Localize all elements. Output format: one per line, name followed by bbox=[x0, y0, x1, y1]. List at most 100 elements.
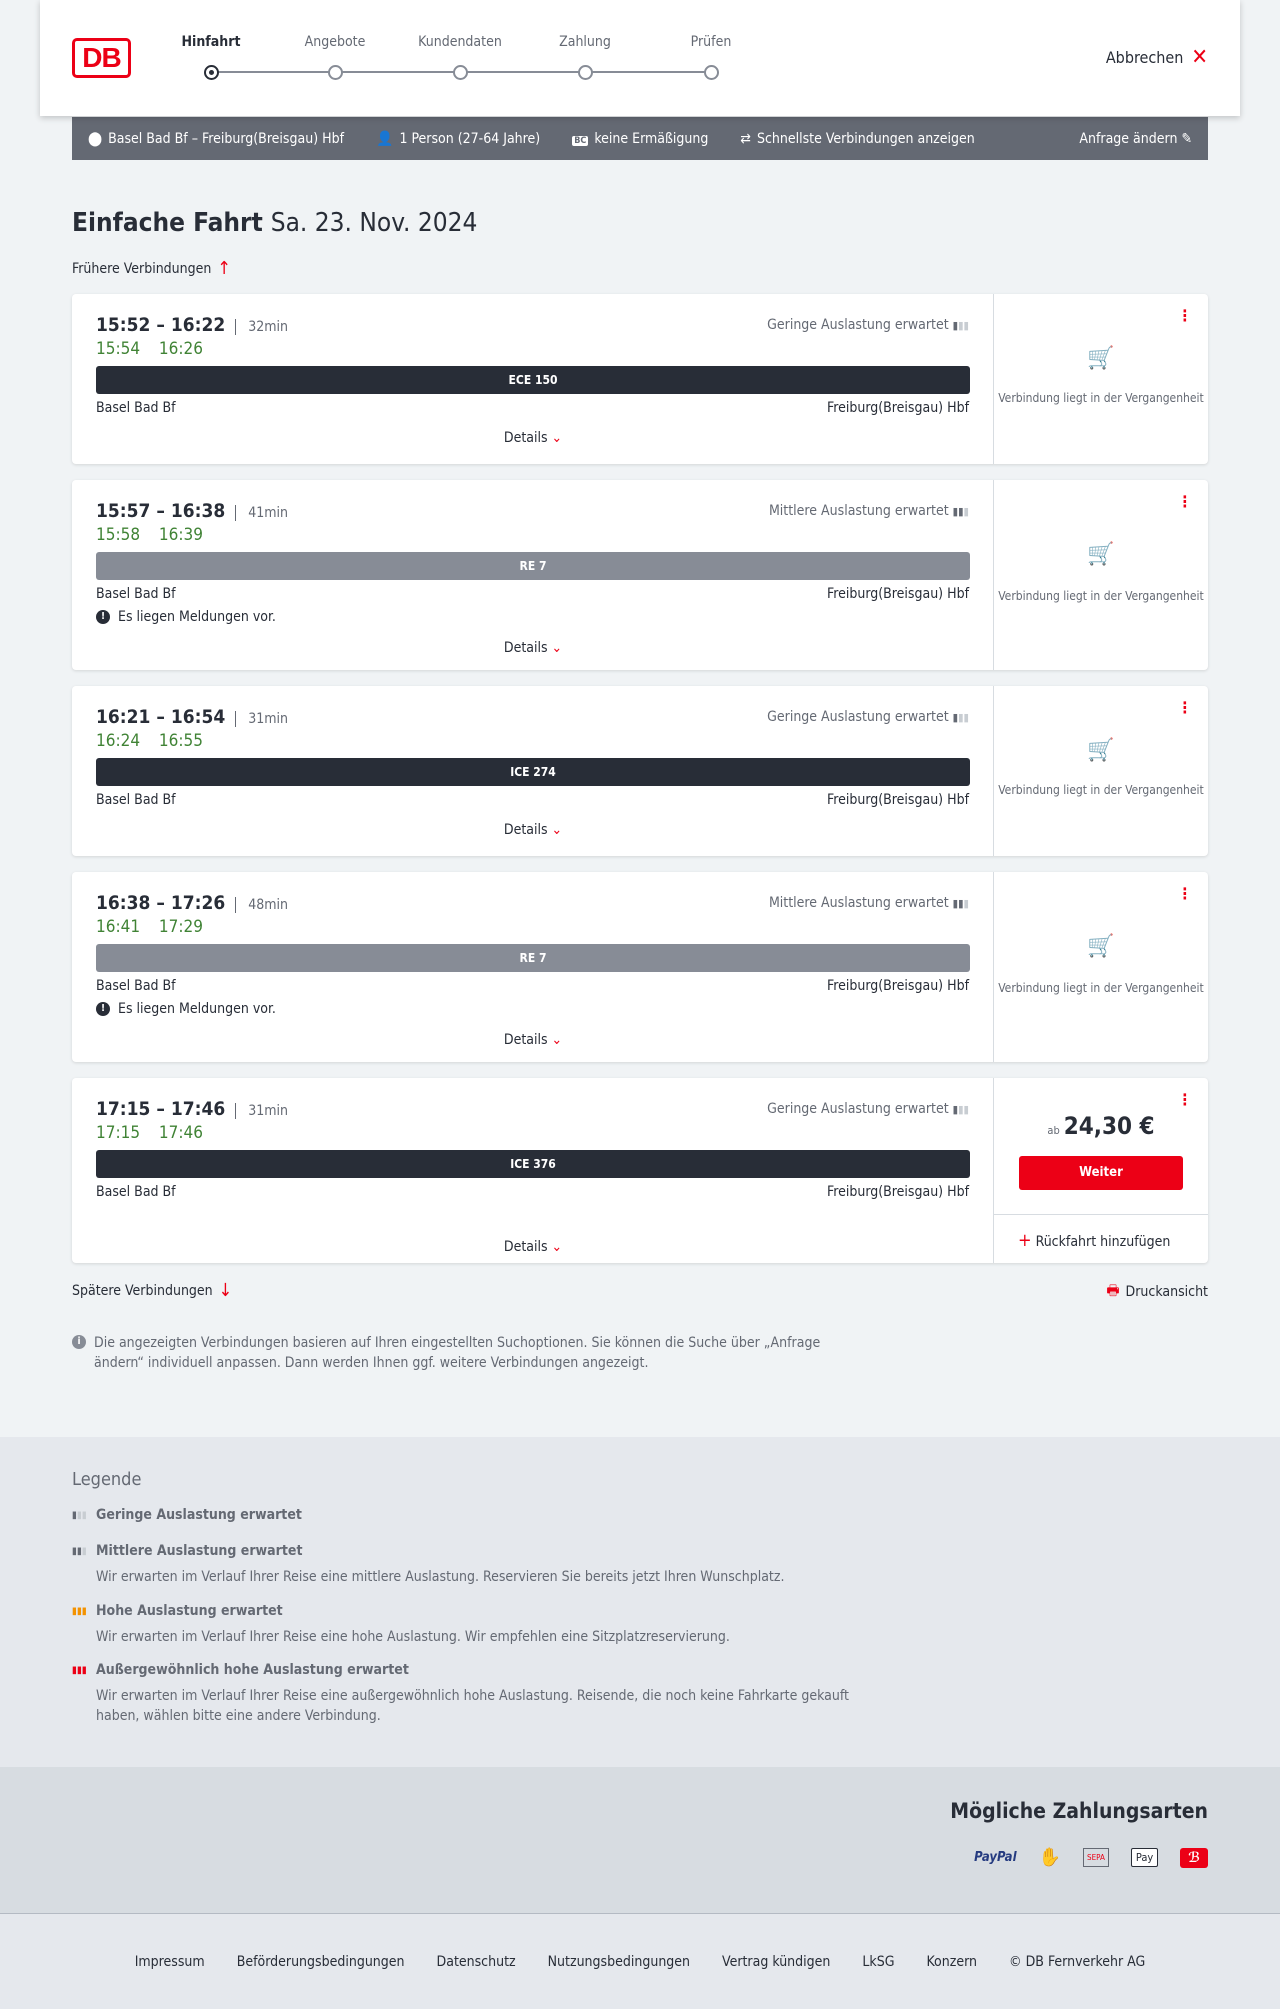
discount: BC keine Ermäßigung bbox=[572, 131, 708, 147]
realtime-times: 16:24 16:55 bbox=[96, 731, 203, 751]
alert-icon: ! bbox=[96, 610, 110, 624]
discount-text: keine Ermäßigung bbox=[594, 130, 709, 147]
print-label: Druckansicht bbox=[1125, 1284, 1208, 1300]
passengers: 👤 1 Person (27-64 Jahre) bbox=[376, 131, 540, 147]
footer-link[interactable]: Impressum bbox=[134, 1953, 205, 1970]
more-options-icon[interactable]: ⋮ bbox=[1177, 492, 1192, 511]
realtime-times: 17:15 17:46 bbox=[96, 1123, 203, 1143]
search-option: ⇄ Schnellste Verbindungen anzeigen bbox=[740, 131, 974, 147]
chevron-down-icon: ⌄ bbox=[551, 1239, 563, 1255]
close-icon: ✕ bbox=[1191, 44, 1208, 70]
occupancy-icon: ▮▮▮ bbox=[952, 711, 969, 724]
passengers-text: 1 Person (27-64 Jahre) bbox=[399, 130, 541, 147]
occupancy: Geringe Auslastung erwartet ▮▮▮ bbox=[767, 317, 969, 333]
footer-link[interactable]: Nutzungsbedingungen bbox=[547, 1953, 691, 1970]
earlier-connections-link[interactable]: Frühere Verbindungen ↑ bbox=[72, 258, 231, 279]
chevron-down-icon: ⌄ bbox=[551, 640, 563, 656]
destination-station: Freiburg(Breisgau) Hbf bbox=[826, 1184, 969, 1200]
train-bar[interactable]: RE 7 bbox=[96, 944, 970, 972]
more-options-icon[interactable]: ⋮ bbox=[1177, 698, 1192, 717]
legend-item-title: Geringe Auslastung erwartet bbox=[96, 1507, 302, 1523]
footer-link[interactable]: Konzern bbox=[926, 1953, 977, 1970]
planned-times: 15:52 – 16:22 32min bbox=[96, 314, 289, 336]
edit-label: Anfrage ändern bbox=[1079, 130, 1178, 147]
cancel-button[interactable]: Abbrechen ✕ bbox=[1106, 44, 1208, 70]
route-text: Basel Bad Bf – Freiburg(Breisgau) Hbf bbox=[108, 130, 345, 147]
legend-item-text: Wir erwarten im Verlauf Ihrer Reise eine… bbox=[96, 1629, 730, 1645]
print-view-link[interactable]: 🖶 Druckansicht bbox=[1106, 1280, 1208, 1304]
more-options-icon[interactable]: ⋮ bbox=[1177, 884, 1192, 903]
past-connection-status: Verbindung liegt in der Vergangenheit bbox=[998, 589, 1204, 603]
occupancy-icon: ▮▮▮ bbox=[952, 319, 969, 332]
connection-card[interactable]: 15:57 – 16:38 41min 15:58 16:39 Mittlere … bbox=[72, 480, 1208, 670]
search-summary-bar: ⬤ Basel Bad Bf – Freiburg(Breisgau) Hbf 👤… bbox=[72, 117, 1208, 160]
legend-title: Legende bbox=[72, 1469, 142, 1490]
occupancy-icon: ▮▮▮ bbox=[952, 1103, 969, 1116]
message-notice: ! Es liegen Meldungen vor. bbox=[96, 609, 276, 625]
realtime-times: 15:58 16:39 bbox=[96, 525, 203, 545]
earlier-label: Frühere Verbindungen bbox=[72, 260, 212, 277]
occupancy-level-1-icon: ▮▮▮ bbox=[72, 1510, 87, 1521]
plus-icon: + bbox=[1018, 1230, 1032, 1251]
edit-request-button[interactable]: Anfrage ändern ✎ bbox=[1079, 131, 1192, 147]
occupancy-icon: ▮▮▮ bbox=[952, 505, 969, 518]
footer-link[interactable]: Vertrag kündigen bbox=[722, 1953, 831, 1970]
occupancy: Geringe Auslastung erwartet ▮▮▮ bbox=[767, 709, 969, 725]
arrow-down-icon: ↓ bbox=[218, 1280, 233, 1301]
add-return-trip-button[interactable]: + Rückfahrt hinzufügen bbox=[994, 1214, 1208, 1263]
origin-station: Basel Bad Bf bbox=[96, 586, 176, 602]
step-dot bbox=[453, 65, 468, 80]
cart-unavailable-icon: 🛒 bbox=[1087, 346, 1115, 371]
legend-item-title: Hohe Auslastung erwartet bbox=[96, 1603, 283, 1619]
legend-item-title: Mittlere Auslastung erwartet bbox=[96, 1543, 303, 1559]
details-toggle[interactable]: Details ⌄ bbox=[503, 1032, 563, 1048]
train-bar[interactable]: ECE 150 bbox=[96, 366, 970, 394]
planned-times: 15:57 – 16:38 41min bbox=[96, 500, 289, 522]
connection-card[interactable]: 16:38 – 17:26 48min 16:41 17:29 Mittlere … bbox=[72, 872, 1208, 1062]
destination-station: Freiburg(Breisgau) Hbf bbox=[826, 400, 969, 416]
payment-title: Mögliche Zahlungsarten bbox=[950, 1799, 1208, 1823]
footer-link[interactable]: Datenschutz bbox=[436, 1953, 516, 1970]
credit-card-icon: ✋ bbox=[1038, 1847, 1062, 1868]
details-toggle[interactable]: Details ⌄ bbox=[503, 430, 563, 446]
details-toggle[interactable]: Details ⌄ bbox=[503, 822, 563, 838]
footer-link[interactable]: LkSG bbox=[862, 1953, 895, 1970]
cart-unavailable-icon: 🛒 bbox=[1087, 542, 1115, 567]
planned-times: 17:15 – 17:46 31min bbox=[96, 1098, 289, 1120]
legend-section: Legende ▮▮▮ Geringe Auslastung erwartet … bbox=[0, 1437, 1280, 1767]
train-bar[interactable]: RE 7 bbox=[96, 552, 970, 580]
duration: 31min bbox=[235, 711, 289, 727]
past-connection-status: Verbindung liegt in der Vergangenheit bbox=[998, 981, 1204, 995]
occupancy: Geringe Auslastung erwartet ▮▮▮ bbox=[767, 1101, 969, 1117]
bahncard-icon: BC bbox=[572, 135, 589, 146]
paypal-icon: PayPal bbox=[974, 1850, 1017, 1865]
connection-card[interactable]: 16:21 – 16:54 31min 16:24 16:55 Geringe A… bbox=[72, 686, 1208, 856]
destination-station: Freiburg(Breisgau) Hbf bbox=[826, 586, 969, 602]
person-icon: 👤 bbox=[376, 130, 394, 147]
realtime-times: 15:54 16:26 bbox=[96, 339, 203, 359]
train-bar[interactable]: ICE 274 bbox=[96, 758, 970, 786]
details-toggle[interactable]: Details ⌄ bbox=[503, 1239, 563, 1255]
origin-station: Basel Bad Bf bbox=[96, 792, 176, 808]
step-dot bbox=[578, 65, 593, 80]
trip-date: Sa. 23. Nov. 2024 bbox=[270, 208, 478, 238]
train-bar[interactable]: ICE 376 bbox=[96, 1150, 970, 1178]
legend-item-text: Wir erwarten im Verlauf Ihrer Reise eine… bbox=[96, 1569, 785, 1585]
continue-button[interactable]: Weiter bbox=[1019, 1156, 1183, 1190]
connection-card[interactable]: 15:52 – 16:22 32min 15:54 16:26 Geringe A… bbox=[72, 294, 1208, 464]
footer-link[interactable]: Beförderungsbedingungen bbox=[236, 1953, 405, 1970]
past-connection-status: Verbindung liegt in der Vergangenheit bbox=[998, 391, 1204, 405]
more-options-icon[interactable]: ⋮ bbox=[1177, 1090, 1192, 1109]
location-pin-icon: ⬤ bbox=[88, 130, 103, 147]
db-logo[interactable]: DB bbox=[72, 38, 131, 78]
route: ⬤ Basel Bad Bf – Freiburg(Breisgau) Hbf bbox=[88, 131, 344, 147]
more-options-icon[interactable]: ⋮ bbox=[1177, 306, 1192, 325]
connection-card[interactable]: 17:15 – 17:46 31min 17:15 17:46 Geringe A… bbox=[72, 1078, 1208, 1263]
later-connections-link[interactable]: Spätere Verbindungen ↓ bbox=[72, 1280, 232, 1301]
occupancy: Mittlere Auslastung erwartet ▮▮▮ bbox=[768, 895, 969, 911]
chevron-down-icon: ⌄ bbox=[551, 1032, 563, 1048]
planned-times: 16:21 – 16:54 31min bbox=[96, 706, 289, 728]
origin-station: Basel Bad Bf bbox=[96, 978, 176, 994]
realtime-times: 16:41 17:29 bbox=[96, 917, 203, 937]
details-toggle[interactable]: Details ⌄ bbox=[503, 640, 563, 656]
